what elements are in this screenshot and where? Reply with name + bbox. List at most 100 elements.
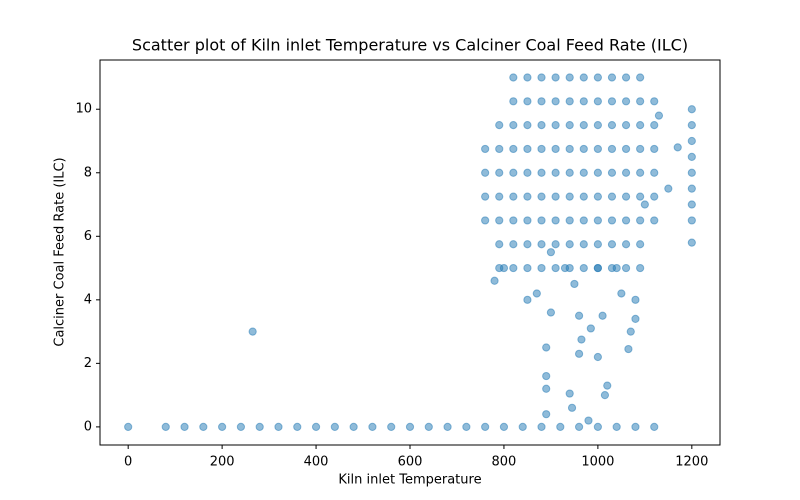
point	[443, 422, 452, 431]
x-tick-label: 0	[124, 455, 132, 470]
point	[523, 240, 532, 249]
point	[495, 121, 504, 130]
point	[542, 343, 551, 352]
point	[687, 136, 696, 146]
point	[636, 97, 645, 106]
point	[607, 192, 617, 201]
x-tick-label: 800	[492, 455, 517, 470]
point	[624, 344, 633, 354]
point	[537, 144, 546, 154]
point	[593, 144, 602, 154]
point	[509, 168, 518, 177]
point	[650, 144, 659, 154]
point	[593, 121, 602, 130]
point	[551, 144, 560, 154]
point	[199, 422, 208, 431]
y-axis-label: Calciner Coal Feed Rate (ILC)	[53, 157, 68, 346]
point	[274, 422, 283, 431]
point	[311, 422, 321, 431]
point	[584, 416, 593, 425]
point	[593, 240, 602, 249]
point	[537, 216, 546, 225]
point	[523, 263, 532, 273]
point	[481, 144, 490, 154]
point	[509, 263, 518, 273]
point	[537, 97, 546, 106]
point	[631, 422, 640, 431]
point	[523, 97, 532, 106]
point	[537, 168, 546, 177]
point	[593, 73, 602, 82]
point	[621, 121, 631, 130]
point	[607, 168, 617, 177]
point	[523, 73, 532, 82]
point	[565, 73, 574, 82]
point	[248, 327, 257, 336]
point	[537, 263, 546, 273]
point	[607, 263, 617, 273]
point	[565, 263, 574, 273]
plot-area	[124, 73, 696, 431]
point	[495, 144, 504, 154]
point	[542, 384, 551, 393]
point	[495, 168, 504, 177]
point	[537, 121, 546, 130]
point	[542, 410, 551, 419]
point	[593, 168, 602, 177]
point	[462, 422, 471, 431]
point	[495, 263, 504, 273]
point	[537, 192, 546, 201]
point	[650, 422, 659, 431]
point	[551, 121, 560, 130]
point	[687, 152, 696, 161]
point	[650, 216, 659, 225]
point	[621, 240, 631, 249]
point	[687, 216, 696, 225]
point	[687, 200, 696, 209]
x-axis-label: Kiln inlet Temperature	[338, 473, 481, 488]
point	[626, 327, 635, 336]
y-tick-label: 2	[84, 356, 92, 371]
point	[565, 97, 574, 106]
point	[687, 184, 696, 193]
point	[579, 192, 588, 201]
point	[650, 192, 659, 201]
y-tick-label: 0	[84, 419, 92, 434]
point	[509, 73, 518, 82]
point	[495, 240, 504, 249]
point	[640, 200, 649, 209]
point	[579, 240, 588, 249]
point	[180, 422, 189, 431]
point	[687, 121, 696, 130]
point	[593, 97, 602, 106]
point	[387, 422, 396, 431]
point	[621, 168, 631, 177]
axes-frame	[99, 59, 721, 446]
point	[565, 168, 574, 177]
point	[551, 73, 560, 82]
point	[603, 381, 612, 390]
point	[593, 192, 602, 201]
point	[593, 422, 602, 431]
point	[631, 314, 640, 323]
point	[664, 184, 673, 193]
point	[537, 240, 546, 249]
point	[565, 240, 574, 249]
y-tick-label: 8	[84, 165, 92, 180]
point	[607, 240, 617, 249]
point	[574, 349, 584, 358]
point	[537, 422, 546, 431]
point	[650, 97, 659, 106]
point	[579, 144, 588, 154]
point	[499, 422, 509, 431]
point	[593, 352, 602, 362]
y-tick-label: 4	[84, 292, 92, 307]
point	[607, 97, 617, 106]
point	[577, 335, 586, 344]
point	[551, 97, 560, 106]
point	[650, 168, 659, 177]
point	[636, 263, 645, 273]
point	[565, 192, 574, 201]
point	[574, 422, 584, 431]
